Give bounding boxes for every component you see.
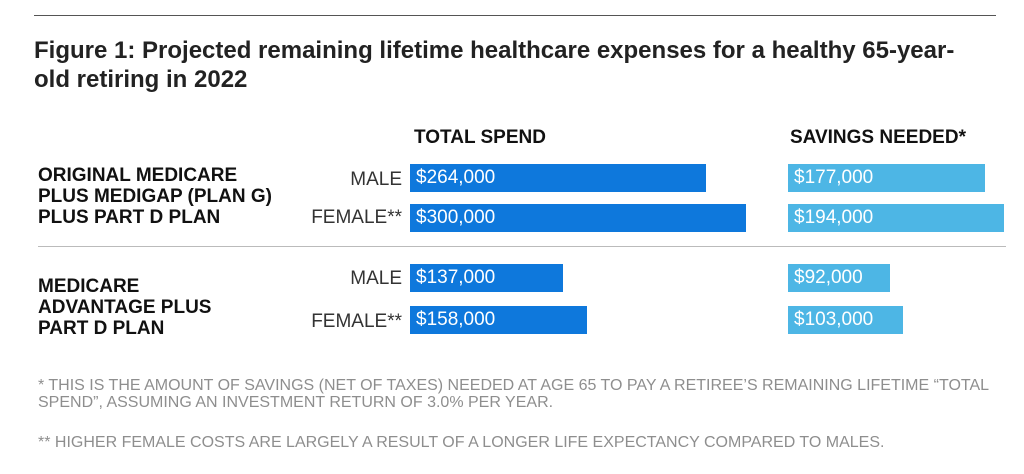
bar-savings-needed-g1-female: $194,000 [788,204,1004,232]
group-divider [38,246,1006,247]
top-rule [34,15,996,16]
row-label-g1-male: MALE [350,169,402,190]
bar-total-spend-g1-female: $300,000 [410,204,746,232]
bar-total-spend-g1-male: $264,000 [410,164,706,192]
row-label-g2-male: MALE [350,268,402,289]
group-label-line: PLUS PART D PLAN [38,207,221,228]
row-label-g2-female: FEMALE** [311,311,402,332]
footnote-savings: * THIS IS THE AMOUNT OF SAVINGS (NET OF … [38,377,989,411]
bar-value-label: $177,000 [794,167,874,188]
chart-title: Figure 1: Projected remaining lifetime h… [34,37,955,93]
group-label-line: ORIGINAL MEDICARE [38,165,238,186]
bar-value-label: $300,000 [416,207,496,228]
bar-savings-needed-g2-female: $103,000 [788,306,903,334]
bar-value-label: $264,000 [416,167,496,188]
column-header-total-spend: TOTAL SPEND [414,127,546,148]
bar-value-label: $137,000 [416,267,496,288]
bar-savings-needed-g1-male: $177,000 [788,164,985,192]
bar-value-label: $103,000 [794,309,874,330]
group-label-original-medicare: ORIGINAL MEDICARE PLUS MEDIGAP (PLAN G) … [38,165,272,228]
row-label-g1-female: FEMALE** [311,207,402,228]
bar-value-label: $92,000 [794,267,863,288]
bar-value-label: $194,000 [794,207,874,228]
group-label-line: PART D PLAN [38,318,165,339]
group-label-medicare-advantage: MEDICARE ADVANTAGE PLUS PART D PLAN [38,276,211,339]
bar-total-spend-g2-male: $137,000 [410,264,563,292]
bar-total-spend-g2-female: $158,000 [410,306,587,334]
bar-savings-needed-g2-male: $92,000 [788,264,890,292]
bar-value-label: $158,000 [416,309,496,330]
group-label-line: ADVANTAGE PLUS [38,297,212,318]
group-label-line: PLUS MEDIGAP (PLAN G) [38,186,272,207]
group-label-line: MEDICARE [38,276,140,297]
column-header-savings-needed: SAVINGS NEEDED* [790,127,966,148]
footnote-female-costs: ** HIGHER FEMALE COSTS ARE LARGELY A RES… [38,434,885,451]
